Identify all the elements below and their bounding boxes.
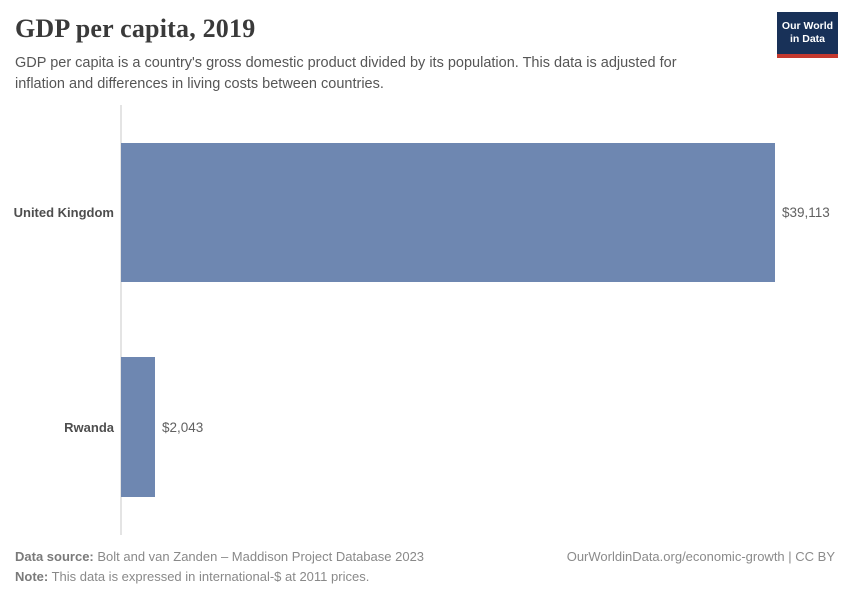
note-label: Note: [15,568,49,584]
bar-rows: United Kingdom $39,113 Rwanda $2,043 [0,105,850,535]
bar-row: Rwanda $2,043 [0,320,850,535]
note-line: Note: This data is expressed in internat… [15,567,424,587]
bar[interactable] [121,142,775,283]
y-axis-line [120,105,122,535]
bar-chart: United Kingdom $39,113 Rwanda $2,043 [0,105,850,535]
bar[interactable] [121,357,155,498]
value-label: $39,113 [782,204,830,220]
chart-header: GDP per capita, 2019 GDP per capita is a… [0,0,850,95]
chart-subtitle: GDP per capita is a country's gross dome… [15,55,677,93]
entity-label[interactable]: Rwanda [64,419,114,435]
footer-left: Data source: Bolt and van Zanden – Maddi… [15,547,424,587]
logo-line-1: Our World [781,19,834,32]
license-link[interactable]: OurWorldinData.org/economic-growth | CC … [566,548,835,564]
data-source-text: Bolt and van Zanden – Maddison Project D… [93,548,425,564]
note-text: This data is expressed in international-… [48,568,370,584]
bar-row: United Kingdom $39,113 [0,105,850,320]
data-source-label: Data source: [15,548,94,564]
logo-line-2: in Data [789,33,825,45]
entity-label[interactable]: United Kingdom [13,204,114,220]
value-label: $2,043 [162,419,204,435]
chart-footer: Data source: Bolt and van Zanden – Maddi… [0,547,850,600]
page-title: GDP per capita, 2019 [15,14,256,43]
data-source-line: Data source: Bolt and van Zanden – Maddi… [15,547,424,567]
owid-logo[interactable]: Our World in Data [777,12,838,58]
header-text: GDP per capita, 2019 GDP per capita is a… [15,14,700,95]
